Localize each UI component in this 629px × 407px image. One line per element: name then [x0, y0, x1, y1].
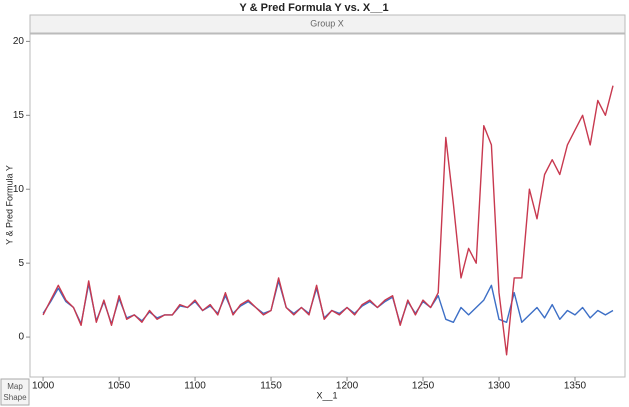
y-axis-label: Y & Pred Formula Y	[4, 165, 14, 245]
y-tick-label: 15	[13, 110, 25, 121]
x-tick-label: 1200	[336, 381, 359, 392]
x-tick-label: 1350	[564, 381, 587, 392]
chart-title: Y & Pred Formula Y vs. X__1	[239, 2, 388, 14]
plot-frame	[29, 33, 626, 378]
y-tick-label: 0	[18, 332, 24, 343]
map-shape-wrap: Map Shape	[3, 382, 27, 402]
y-tick-label: 20	[13, 36, 25, 47]
x-tick-label: 1250	[412, 381, 435, 392]
map-shape-button[interactable]	[0, 378, 30, 406]
group-header: Group X	[310, 18, 344, 28]
x-tick-label: 1050	[108, 381, 131, 392]
x-axis-label: X__1	[316, 390, 337, 400]
x-tick-label: 1100	[184, 381, 206, 392]
series-line	[42, 85, 614, 356]
x-tick-label: 1300	[488, 381, 511, 392]
y-tick-label: 5	[18, 258, 24, 269]
y-tick-label: 10	[13, 184, 25, 195]
map-shape-text[interactable]: Map Shape	[3, 382, 27, 402]
group-header-box	[29, 14, 626, 34]
x-tick-label: 1000	[32, 381, 55, 392]
x-tick-label: 1150	[260, 381, 282, 392]
